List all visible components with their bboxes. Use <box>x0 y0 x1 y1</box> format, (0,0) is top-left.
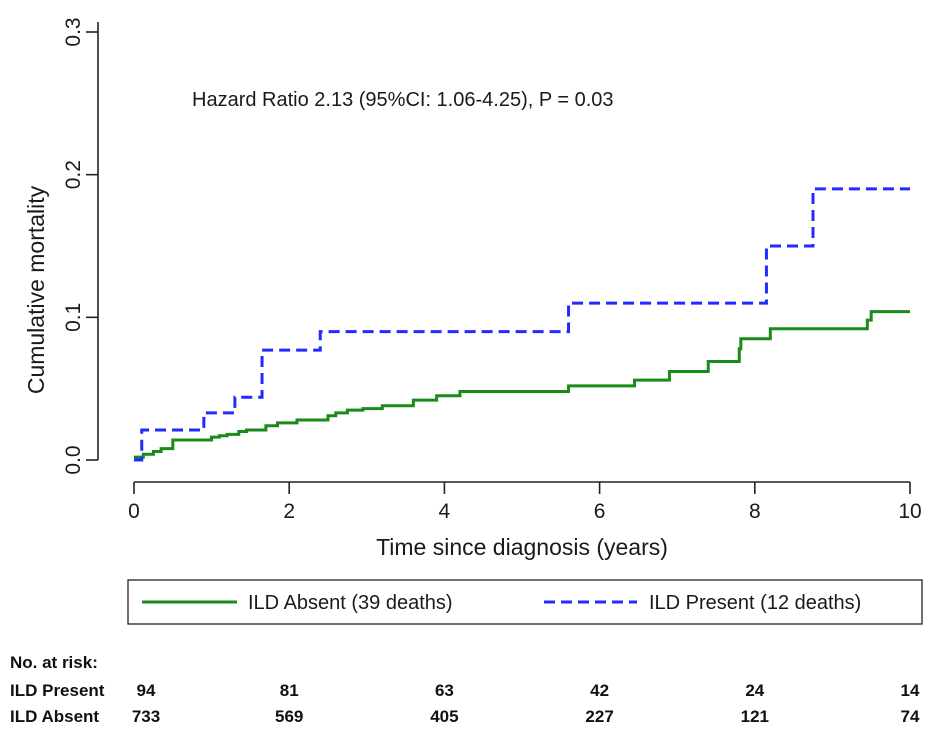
x-ticks: 0 2 4 6 8 10 <box>128 482 922 523</box>
risk-row-label-absent: ILD Absent <box>10 707 99 726</box>
risk-value: 405 <box>430 707 458 726</box>
risk-table-header: No. at risk: <box>10 653 98 672</box>
series-ild-present <box>134 187 910 462</box>
y-tick-label: 0.1 <box>62 303 85 332</box>
series-ild-absent <box>134 310 910 459</box>
y-tick-label: 0.2 <box>62 160 85 189</box>
series-lines <box>134 187 910 462</box>
y-tick-label: 0.0 <box>62 445 85 474</box>
x-tick-label: 2 <box>283 500 295 523</box>
risk-values: 94 81 63 42 24 14 733 569 405 227 121 74 <box>132 681 920 726</box>
x-tick-label: 8 <box>749 500 761 523</box>
risk-value: 42 <box>590 681 609 700</box>
x-axis-title: Time since diagnosis (years) <box>376 534 668 560</box>
risk-value: 94 <box>137 681 156 700</box>
risk-value: 24 <box>745 681 764 700</box>
x-tick-label: 4 <box>439 500 451 523</box>
risk-value: 227 <box>585 707 613 726</box>
y-ticks: 0.0 0.1 0.2 0.3 <box>62 17 98 475</box>
legend: ILD Absent (39 deaths) ILD Present (12 d… <box>127 579 923 625</box>
legend-label-absent: ILD Absent (39 deaths) <box>248 592 453 614</box>
risk-value: 121 <box>741 707 769 726</box>
legend-box <box>127 579 923 625</box>
risk-row-label-present: ILD Present <box>10 681 105 700</box>
risk-value: 14 <box>901 681 920 700</box>
y-axis-title: Cumulative mortality <box>23 185 49 394</box>
risk-value: 81 <box>280 681 299 700</box>
risk-table: No. at risk: ILD Present ILD Absent 94 81… <box>10 653 920 726</box>
x-tick-label: 10 <box>898 500 921 523</box>
risk-value: 569 <box>275 707 303 726</box>
risk-value: 733 <box>132 707 160 726</box>
legend-label-present: ILD Present (12 deaths) <box>649 592 861 614</box>
x-tick-label: 0 <box>128 500 140 523</box>
risk-value: 63 <box>435 681 454 700</box>
hazard-ratio-annotation: Hazard Ratio 2.13 (95%CI: 1.06-4.25), P … <box>192 89 614 111</box>
x-tick-label: 6 <box>594 500 606 523</box>
y-tick-label: 0.3 <box>62 17 85 46</box>
risk-value: 74 <box>901 707 920 726</box>
